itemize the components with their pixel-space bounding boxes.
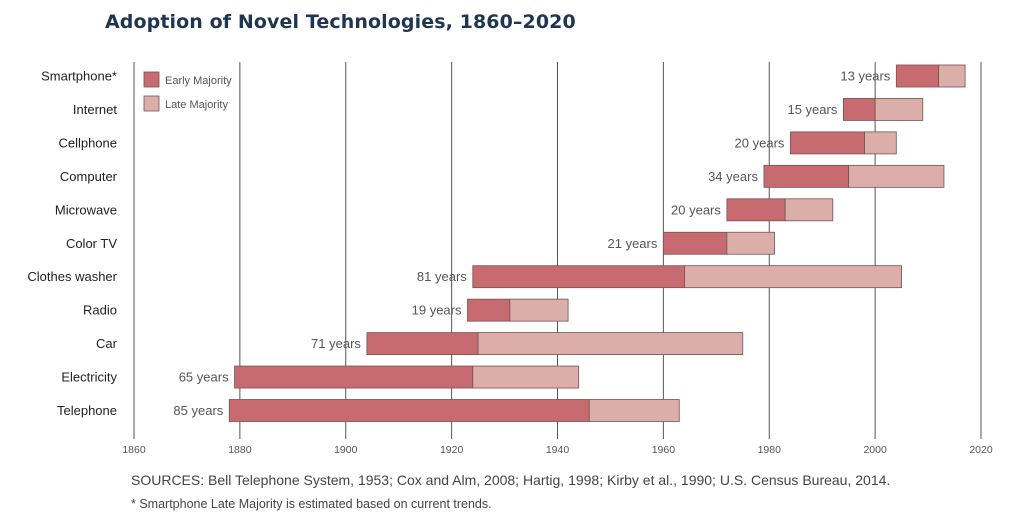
sources-note: SOURCES: Bell Telephone System, 1953; Co… bbox=[131, 472, 891, 488]
category-label: Color TV bbox=[66, 236, 117, 251]
category-label: Cellphone bbox=[58, 135, 117, 150]
duration-label: 20 years bbox=[671, 202, 721, 217]
duration-label: 13 years bbox=[840, 69, 890, 84]
bar-late-majority bbox=[509, 298, 569, 322]
bar-early-majority bbox=[366, 332, 479, 356]
category-label: Electricity bbox=[61, 370, 117, 385]
duration-label: 20 years bbox=[735, 135, 785, 150]
legend: Early Majority Late Majority bbox=[143, 71, 232, 112]
x-tick-label: 2020 bbox=[969, 444, 993, 456]
bar-late-majority bbox=[477, 332, 744, 356]
x-tick-label: 1940 bbox=[546, 444, 570, 456]
legend-swatch-early bbox=[143, 71, 160, 88]
duration-label: 21 years bbox=[608, 236, 658, 251]
legend-label-late: Late Majority bbox=[165, 99, 228, 111]
category-label: Telephone bbox=[57, 403, 117, 418]
duration-label: 81 years bbox=[417, 269, 467, 284]
legend-swatch-late bbox=[143, 95, 160, 112]
bar-early-majority bbox=[467, 298, 511, 322]
bar-late-majority bbox=[684, 265, 902, 289]
duration-label: 65 years bbox=[179, 370, 229, 385]
x-axis: 1860 1880 1900 1920 1940 1960 1980 2000 2020 bbox=[122, 434, 993, 456]
category-label: Microwave bbox=[55, 202, 117, 217]
category-label: Smartphone* bbox=[41, 69, 117, 84]
x-tick-label: 1860 bbox=[122, 444, 146, 456]
x-tick-label: 1980 bbox=[758, 444, 782, 456]
bar-late-majority bbox=[938, 64, 966, 88]
bar-late-majority bbox=[784, 198, 834, 222]
category-label: Computer bbox=[60, 169, 118, 184]
bar-late-majority bbox=[472, 365, 580, 389]
bar-late-majority bbox=[588, 399, 680, 422]
category-label: Car bbox=[96, 336, 118, 351]
category-label: Internet bbox=[73, 102, 117, 117]
category-label: Radio bbox=[83, 303, 117, 318]
bar-late-majority bbox=[874, 98, 924, 121]
bar-early-majority bbox=[472, 265, 685, 289]
chart-title: Adoption of Novel Technologies, 1860–202… bbox=[105, 11, 576, 33]
x-tick-label: 1880 bbox=[228, 444, 252, 456]
bar-early-majority bbox=[228, 399, 590, 422]
x-tick-label: 2000 bbox=[863, 444, 887, 456]
bars bbox=[228, 64, 966, 422]
x-tick-label: 1920 bbox=[440, 444, 464, 456]
bar-late-majority bbox=[864, 131, 897, 155]
bar-early-majority bbox=[842, 98, 876, 121]
bar-early-majority bbox=[763, 164, 850, 188]
bar-late-majority bbox=[726, 231, 775, 255]
bar-early-majority bbox=[662, 231, 728, 255]
bar-early-majority bbox=[234, 365, 474, 389]
x-tick-label: 1900 bbox=[334, 444, 358, 456]
category-label: Clothes washer bbox=[27, 269, 117, 284]
x-tick-label: 1960 bbox=[652, 444, 676, 456]
chart: Smartphone* 13 years Internet 15 years Cellp… bbox=[27, 62, 993, 456]
bar-late-majority bbox=[848, 164, 945, 188]
duration-label: 34 years bbox=[708, 169, 758, 184]
duration-label: 19 years bbox=[412, 303, 462, 318]
legend-label-early: Early Majority bbox=[165, 75, 232, 87]
duration-label: 71 years bbox=[311, 336, 361, 351]
bar-early-majority bbox=[726, 198, 786, 222]
labels: Smartphone* 13 years Internet 15 years Cellp… bbox=[27, 69, 890, 419]
bar-early-majority bbox=[790, 131, 865, 155]
duration-label: 85 years bbox=[173, 403, 223, 418]
bar-early-majority bbox=[895, 64, 940, 88]
footnote: * Smartphone Late Majority is estimated … bbox=[131, 497, 492, 511]
duration-label: 15 years bbox=[787, 102, 837, 117]
